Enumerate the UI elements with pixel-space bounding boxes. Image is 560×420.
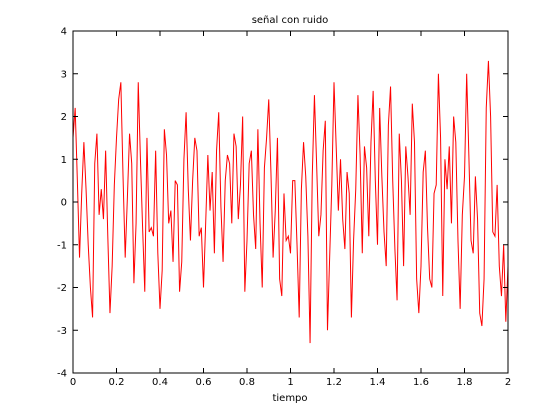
x-tick-label: 0.6 [196, 377, 212, 388]
x-tick-label: 1.6 [413, 377, 429, 388]
chart-title: señal con ruido [252, 15, 329, 26]
x-tick-label: 1.2 [326, 377, 342, 388]
y-tick-label: -1 [57, 240, 67, 251]
y-tick-label: -4 [57, 369, 67, 380]
y-tick-label: -3 [57, 326, 67, 337]
x-tick-label: 0.2 [109, 377, 125, 388]
x-tick-label: 0.4 [152, 377, 168, 388]
x-tick-label: 1.8 [457, 377, 473, 388]
signal-line [72, 60, 509, 344]
x-tick-label: 1.4 [370, 377, 386, 388]
x-tick-label: 0.8 [239, 377, 255, 388]
y-tick-label: 4 [61, 27, 67, 38]
x-axis-label: tiempo [272, 393, 307, 404]
x-tick-label: 2 [505, 377, 511, 388]
y-tick-label: 2 [61, 112, 67, 123]
y-tick-label: 3 [61, 69, 67, 80]
y-tick-label: 0 [61, 198, 67, 209]
y-tick-label: 1 [61, 155, 67, 166]
y-tick-label: -2 [57, 283, 67, 294]
x-tick-label: 1 [287, 377, 293, 388]
x-tick-label: 0 [70, 377, 76, 388]
